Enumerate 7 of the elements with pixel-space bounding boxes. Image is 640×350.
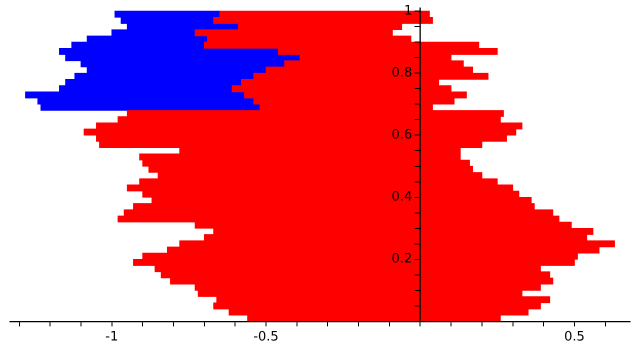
y-tick-label: 0.6 <box>392 128 412 143</box>
x-tick-label: -0.5 <box>253 330 279 345</box>
x-tick-label: -1 <box>105 330 118 345</box>
y-tick-label: 0.2 <box>392 252 412 267</box>
x-tick-label: 0.5 <box>564 330 585 345</box>
y-tick-label: 0.8 <box>392 66 412 81</box>
y-tick-label: 0.4 <box>392 190 412 205</box>
